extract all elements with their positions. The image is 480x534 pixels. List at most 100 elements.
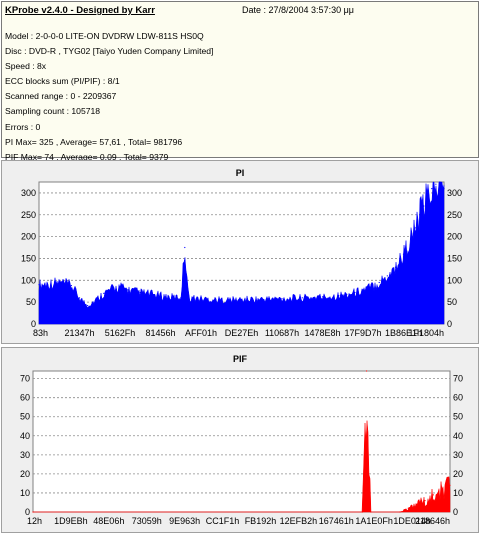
pi-y-tick-left: 150 <box>21 253 36 263</box>
pif-x-tick-label: FB192h <box>245 516 277 526</box>
pi-x-tick-label: AFF01h <box>185 328 217 338</box>
pi-data-point <box>95 299 97 301</box>
pi-x-tick-label: 1478E8h <box>304 328 340 338</box>
pi-x-tick-label: 1F1804h <box>408 328 444 338</box>
pif-chart-title: PIF <box>232 354 247 364</box>
pif-x-tick-label: 73059h <box>132 516 162 526</box>
pif-y-tick-left: 20 <box>20 469 30 479</box>
pif-plot-area <box>32 370 451 513</box>
pi-chart-panel: PI 0 0 50 50 100 100 150 150 200 200 250 250 300 300 8… <box>1 160 479 344</box>
pif-data-point <box>361 511 363 513</box>
pif-chart: 0 0 10 10 20 20 30 30 40 40 50 50 60 60 70 70 12h 1D9EBh 4… <box>20 370 463 526</box>
pi-data-point <box>354 291 356 294</box>
pi-data-point <box>87 305 89 307</box>
pif-data-point <box>424 500 426 502</box>
app-title: KProbe v2.4.0 - Designed by Karr <box>5 5 155 16</box>
pi-data-point <box>321 296 324 298</box>
pi-data-point <box>46 283 48 285</box>
pi-data-point <box>103 292 105 294</box>
pif-y-tick-left: 0 <box>25 507 30 517</box>
pi-data-point <box>378 281 380 284</box>
pi-x-tick-label: 21347h <box>64 328 94 338</box>
pif-y-tick-right: 40 <box>453 431 463 441</box>
pi-x-tick-label: 1B86E1h <box>385 328 422 338</box>
pi-chart-title: PI <box>235 168 245 178</box>
info-sampling-count: Sampling count : 105718 <box>5 106 101 117</box>
pi-data-point <box>443 188 445 190</box>
pi-data-point <box>119 286 121 288</box>
info-pif-stats: PIF Max= 74 , Average= 0,09 , Total= 937… <box>5 151 169 162</box>
pi-data-point <box>427 196 429 198</box>
pif-y-tick-left: 30 <box>20 450 30 460</box>
pi-data-point <box>220 299 222 301</box>
pif-x-tick-label: 167461h <box>319 516 354 526</box>
pif-data-point <box>366 370 368 372</box>
scan-date: Date : 27/8/2004 3:57:30 μμ <box>242 5 354 15</box>
pif-x-tick-label: 218646h <box>415 516 450 526</box>
pif-x-tick-label: 9E963h <box>169 516 200 526</box>
pif-y-tick-right: 30 <box>453 450 463 460</box>
pi-chart: 0 0 50 50 100 100 150 150 200 200 250 250 300 300 83h 2… <box>21 181 462 338</box>
pi-data-point <box>370 286 372 288</box>
pif-x-tick-label: 48E06h <box>93 516 124 526</box>
pi-y-tick-right: 200 <box>447 232 462 242</box>
pi-data-point <box>188 297 190 299</box>
pi-data-point <box>200 298 202 300</box>
pif-y-tick-left: 70 <box>20 374 30 384</box>
pi-data-point <box>180 297 182 299</box>
pi-y-tick-right: 50 <box>447 297 457 307</box>
pi-x-tick-label: 17F9D7h <box>344 328 381 338</box>
pi-data-point <box>184 246 186 249</box>
pif-y-tick-left: 60 <box>20 393 30 403</box>
pi-data-point <box>338 295 340 297</box>
pif-data-point <box>416 503 418 505</box>
pi-data-point <box>394 266 396 268</box>
pif-data-point <box>407 507 409 509</box>
pi-y-tick-right: 100 <box>447 275 462 285</box>
pi-data-point <box>261 298 263 300</box>
pif-data-point <box>370 511 372 513</box>
pi-data-point <box>139 291 141 294</box>
pif-x-tick-label: 1A1E0Fh <box>355 516 393 526</box>
pif-y-tick-right: 50 <box>453 412 463 422</box>
pif-y-tick-right: 20 <box>453 469 463 479</box>
pi-data-point <box>386 275 388 277</box>
pi-x-tick-label: 81456h <box>145 328 175 338</box>
pif-x-tick-label: 12h <box>27 516 42 526</box>
pi-x-tick-label: 5162Fh <box>105 328 136 338</box>
pi-data-point <box>168 296 170 298</box>
pif-chart-panel: PIF 0 0 10 10 20 20 30 30 40 40 50 50 60 60 70 70 12h 1D9… <box>1 347 479 533</box>
pi-y-tick-right: 250 <box>447 210 462 220</box>
pi-data-point <box>301 297 303 299</box>
pif-series-area <box>33 420 451 513</box>
pi-data-point <box>151 293 153 295</box>
pi-data-point <box>402 253 405 255</box>
pi-data-point <box>435 183 437 185</box>
info-disc: Disc : DVD-R , TYG02 [Taiyo Yuden Compan… <box>5 46 214 57</box>
pi-y-tick-left: 200 <box>21 232 36 242</box>
pif-x-tick-label: 1DE014h <box>393 516 431 526</box>
info-panel: KProbe v2.4.0 - Designed by Karr Date : … <box>1 1 479 162</box>
pi-data-point <box>411 236 413 238</box>
pif-y-tick-right: 70 <box>453 374 463 384</box>
pif-y-tick-left: 10 <box>20 488 30 498</box>
info-model: Model : 2-0-0-0 LITE-ON DVDRW LDW-811S H… <box>5 31 204 41</box>
pi-data-point <box>362 289 364 291</box>
pi-data-point <box>240 298 243 301</box>
pif-y-tick-right: 0 <box>453 507 458 517</box>
pi-y-tick-left: 50 <box>26 297 36 307</box>
pi-y-tick-right: 0 <box>447 319 452 329</box>
pi-data-point <box>38 284 40 286</box>
pif-y-tick-left: 50 <box>20 412 30 422</box>
pi-data-point <box>127 289 129 291</box>
pi-x-tick-label: 83h <box>33 328 48 338</box>
pi-y-tick-left: 0 <box>31 319 36 329</box>
info-errors: Errors : 0 <box>5 121 41 132</box>
pi-y-tick-left: 250 <box>21 210 36 220</box>
info-pi-stats: PI Max= 325 , Average= 57,61 , Total= 98… <box>5 136 183 147</box>
pi-data-point <box>419 214 421 216</box>
pi-y-tick-right: 150 <box>447 253 462 263</box>
info-speed: Speed : 8x <box>5 61 47 72</box>
pi-data-point <box>70 285 72 287</box>
pif-y-tick-left: 40 <box>20 431 30 441</box>
